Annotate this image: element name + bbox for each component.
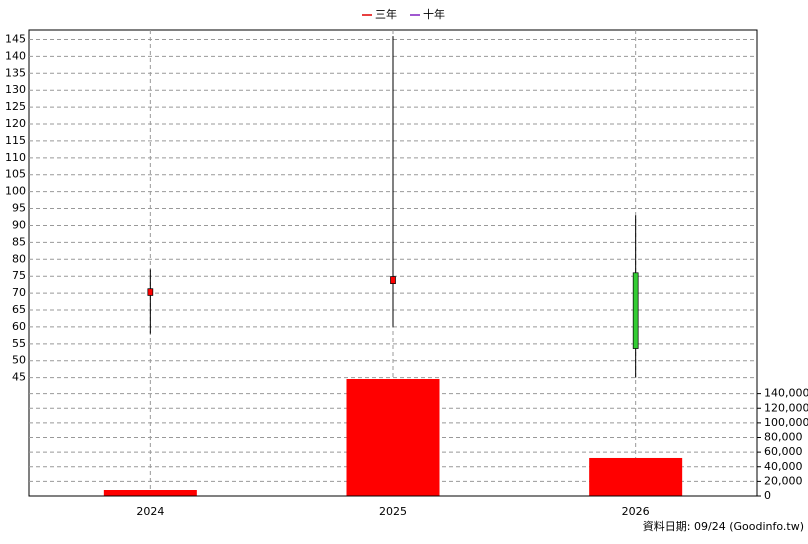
x-tick-label: 2024: [136, 505, 164, 518]
volume-bar: [103, 490, 197, 496]
y2-tick-label: 100,000: [764, 416, 808, 429]
y-tick-label: 105: [5, 168, 26, 181]
y-tick-label: 90: [12, 218, 26, 231]
candle-body: [390, 276, 396, 284]
y2-tick-label: 120,000: [764, 401, 808, 414]
y-tick-label: 135: [5, 66, 26, 79]
x-tick-label: 2026: [622, 505, 650, 518]
y-tick-label: 70: [12, 286, 26, 299]
y2-tick-label: 80,000: [764, 431, 803, 444]
y-tick-label: 130: [5, 83, 26, 96]
legend-label: 三年: [375, 7, 397, 21]
candle-body: [147, 288, 154, 296]
y2-tick-label: 20,000: [764, 474, 803, 487]
volume-bar: [589, 457, 683, 496]
candle-body: [632, 272, 639, 349]
x-tick-label: 2025: [379, 505, 407, 518]
y2-tick-label: 40,000: [764, 460, 803, 473]
legend-label: 十年: [423, 7, 445, 21]
y-tick-label: 85: [12, 235, 26, 248]
y-tick-label: 60: [12, 320, 26, 333]
y-tick-label: 75: [12, 269, 26, 282]
y-tick-label: 80: [12, 252, 26, 265]
footnote: 資料日期: 09/24 (Goodinfo.tw): [643, 519, 804, 533]
y-tick-label: 65: [12, 303, 26, 316]
y-tick-label: 110: [5, 151, 26, 164]
y-tick-label: 145: [5, 32, 26, 45]
y-tick-label: 100: [5, 185, 26, 198]
y-tick-label: 95: [12, 202, 26, 215]
y-tick-label: 115: [5, 134, 26, 147]
y-tick-label: 55: [12, 337, 26, 350]
y2-tick-label: 140,000: [764, 387, 808, 400]
y-tick-label: 125: [5, 100, 26, 113]
y-tick-label: 120: [5, 117, 26, 130]
y-tick-label: 45: [12, 371, 26, 384]
volume-bar: [346, 379, 440, 496]
y-tick-label: 140: [5, 49, 26, 62]
y2-tick-label: 0: [764, 489, 771, 502]
y2-tick-label: 60,000: [764, 445, 803, 458]
y-tick-label: 50: [12, 354, 26, 367]
